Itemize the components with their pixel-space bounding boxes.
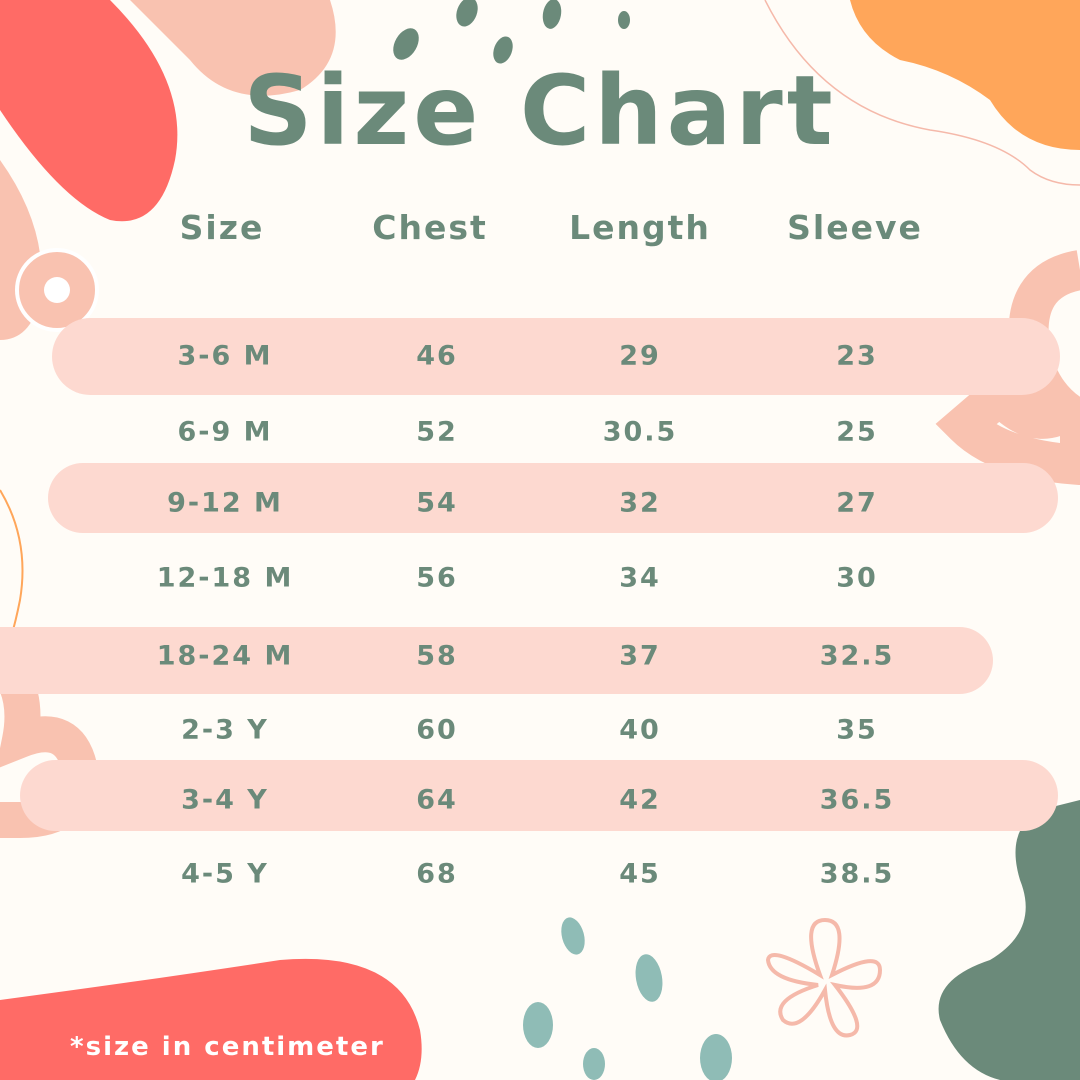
cell-size: 9-12 M	[167, 487, 283, 519]
red-blob-top-left	[0, 0, 178, 222]
cell-size: 12-18 M	[156, 562, 294, 594]
cell-length: 40	[619, 714, 661, 746]
cell-length: 37	[619, 640, 661, 672]
cell-sleeve: 30	[836, 562, 878, 594]
peach-blob-top	[130, 0, 336, 96]
cell-length: 29	[619, 340, 661, 372]
cell-chest: 58	[416, 640, 458, 672]
cell-sleeve: 38.5	[819, 858, 895, 890]
cell-length: 42	[619, 784, 661, 816]
cell-size: 3-4 Y	[181, 784, 269, 816]
header-chest: Chest	[372, 208, 488, 247]
flower-outline-icon	[765, 917, 883, 1038]
cell-chest: 68	[416, 858, 458, 890]
cell-sleeve: 32.5	[819, 640, 895, 672]
cell-size: 2-3 Y	[181, 714, 269, 746]
row-band	[0, 627, 993, 694]
flower-icon-left	[15, 248, 99, 332]
orange-blob-top-right	[850, 0, 1080, 150]
cell-chest: 64	[416, 784, 458, 816]
cell-sleeve: 35	[836, 714, 878, 746]
cell-size: 3-6 M	[177, 340, 273, 372]
header-size: Size	[179, 208, 265, 247]
cell-length: 45	[619, 858, 661, 890]
footnote: *size in centimeter	[70, 1032, 385, 1062]
dots-top	[393, 0, 630, 64]
red-blob-bottom-left	[0, 958, 422, 1080]
cell-size: 4-5 Y	[181, 858, 269, 890]
cell-sleeve: 23	[836, 340, 878, 372]
cell-chest: 56	[416, 562, 458, 594]
cell-chest: 46	[416, 340, 458, 372]
cell-sleeve: 27	[836, 487, 878, 519]
green-blob-bottom-right	[938, 800, 1080, 1080]
cell-length: 34	[619, 562, 661, 594]
row-band	[20, 760, 1058, 831]
header-length: Length	[569, 208, 711, 247]
dots-bottom	[523, 917, 732, 1080]
cell-chest: 52	[416, 416, 458, 448]
cell-sleeve: 36.5	[819, 784, 895, 816]
cell-length: 30.5	[602, 416, 678, 448]
header-sleeve: Sleeve	[787, 208, 923, 247]
cell-sleeve: 25	[836, 416, 878, 448]
cell-length: 32	[619, 487, 661, 519]
cell-chest: 60	[416, 714, 458, 746]
row-band	[48, 463, 1058, 533]
cell-size: 18-24 M	[156, 640, 294, 672]
cell-size: 6-9 M	[177, 416, 273, 448]
cell-chest: 54	[416, 487, 458, 519]
page-title: Size Chart	[243, 55, 837, 167]
line-top-right	[764, 0, 1080, 186]
row-band	[52, 318, 1060, 395]
